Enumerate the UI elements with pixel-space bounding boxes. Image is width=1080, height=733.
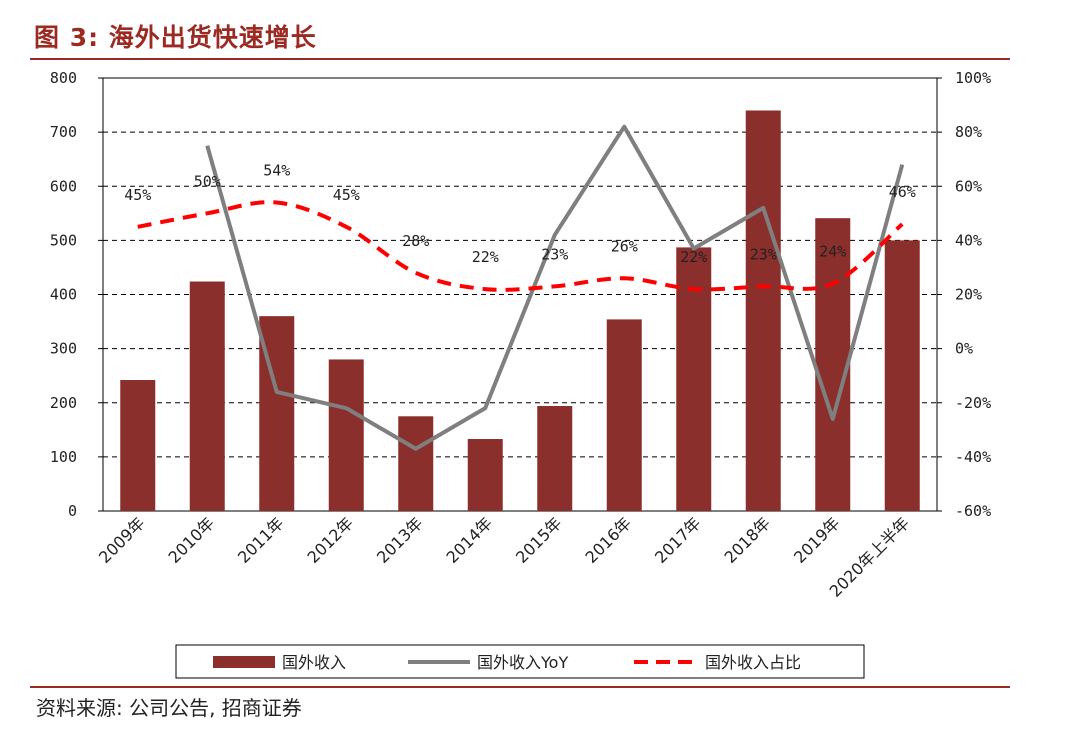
y-left-tick-label: 800: [50, 69, 77, 87]
share-data-label: 26%: [611, 237, 638, 255]
y-left-tick-label: 400: [50, 286, 77, 304]
x-axis-categories: 2009年 2010年 2011年 2012年 2013年 2014年 2015年 2016年…: [95, 513, 913, 600]
bar: [606, 319, 642, 511]
share-data-label: 54%: [263, 161, 290, 179]
share-data-label: 23%: [750, 245, 777, 263]
yoy-line: [205, 124, 905, 451]
source-note: 资料来源: 公司公告, 招商证券: [36, 696, 302, 720]
title-divider: [30, 58, 1010, 60]
legend-box: [175, 644, 865, 679]
share-data-label: 24%: [819, 243, 846, 261]
x-category-label: 2015年: [512, 513, 566, 567]
y-right-tick-label: 0%: [955, 340, 973, 358]
gridlines: [103, 131, 937, 458]
bar: [745, 110, 781, 511]
bar: [189, 281, 225, 511]
bar: [676, 247, 712, 511]
y-left-tick-label: 600: [50, 177, 77, 195]
data-labels: 45% 50% 54% 45% 28% 22% 23% 26% 22% 23% 24% 46%: [124, 161, 916, 266]
y-left-tick-label: 500: [50, 231, 77, 249]
share-data-label: 45%: [333, 186, 360, 204]
bar: [398, 416, 434, 511]
y-right-tick-label: 100%: [955, 69, 991, 87]
y-right-tick-label: -60%: [955, 502, 991, 520]
x-category-label: 2013年: [373, 513, 427, 567]
chart-title: 图 3: 海外出货快速增长: [34, 23, 317, 52]
y-left-tick-label: 700: [50, 123, 77, 141]
y-left-tick-label: 300: [50, 340, 77, 358]
share-data-label: 45%: [124, 186, 151, 204]
share-line: [137, 200, 904, 292]
x-category-label: 2014年: [443, 513, 497, 567]
y-axis-right: -60% -40% -20% 0% 20% 40% 60% 80% 100%: [937, 69, 991, 520]
x-category-label: 2011年: [234, 513, 288, 567]
y-right-tick-label: 80%: [955, 123, 982, 141]
y-right-tick-label: 40%: [955, 231, 982, 249]
share-data-label: 28%: [402, 232, 429, 250]
y-left-tick-label: 0: [68, 502, 77, 520]
y-axis-left: 0 100 200 300 400 500 600 700 800: [50, 69, 103, 520]
bar: [815, 218, 851, 511]
bar: [467, 439, 503, 511]
x-category-label: 2017年: [651, 513, 705, 567]
legend: 国外收入 国外收入YoY 国外收入占比: [175, 644, 865, 679]
y-right-tick-label: -20%: [955, 394, 991, 412]
bars: [120, 110, 920, 511]
y-right-tick-label: 60%: [955, 177, 982, 195]
legend-swatch-bar: [213, 656, 275, 668]
x-category-label: 2009年: [95, 513, 149, 567]
x-category-label: 2018年: [721, 513, 775, 567]
legend-label-yoy: 国外收入YoY: [477, 653, 568, 672]
share-data-label: 22%: [680, 248, 707, 266]
bar: [537, 405, 573, 511]
x-category-label: 2016年: [582, 513, 636, 567]
x-category-label: 2012年: [304, 513, 358, 567]
share-data-label: 46%: [889, 183, 916, 201]
bar: [328, 359, 364, 511]
share-data-label: 23%: [541, 245, 568, 263]
bar: [884, 240, 920, 511]
x-category-label: 2019年: [790, 513, 844, 567]
y-left-tick-label: 100: [50, 448, 77, 466]
share-data-label: 22%: [472, 248, 499, 266]
y-left-tick-label: 200: [50, 394, 77, 412]
source-divider: [30, 686, 1010, 688]
legend-label-bar: 国外收入: [282, 653, 346, 672]
share-data-label: 50%: [194, 172, 221, 190]
bar: [120, 380, 156, 511]
x-category-label: 2010年: [165, 513, 219, 567]
legend-label-share: 国外收入占比: [705, 653, 801, 672]
y-right-tick-label: 20%: [955, 286, 982, 304]
y-right-tick-label: -40%: [955, 448, 991, 466]
